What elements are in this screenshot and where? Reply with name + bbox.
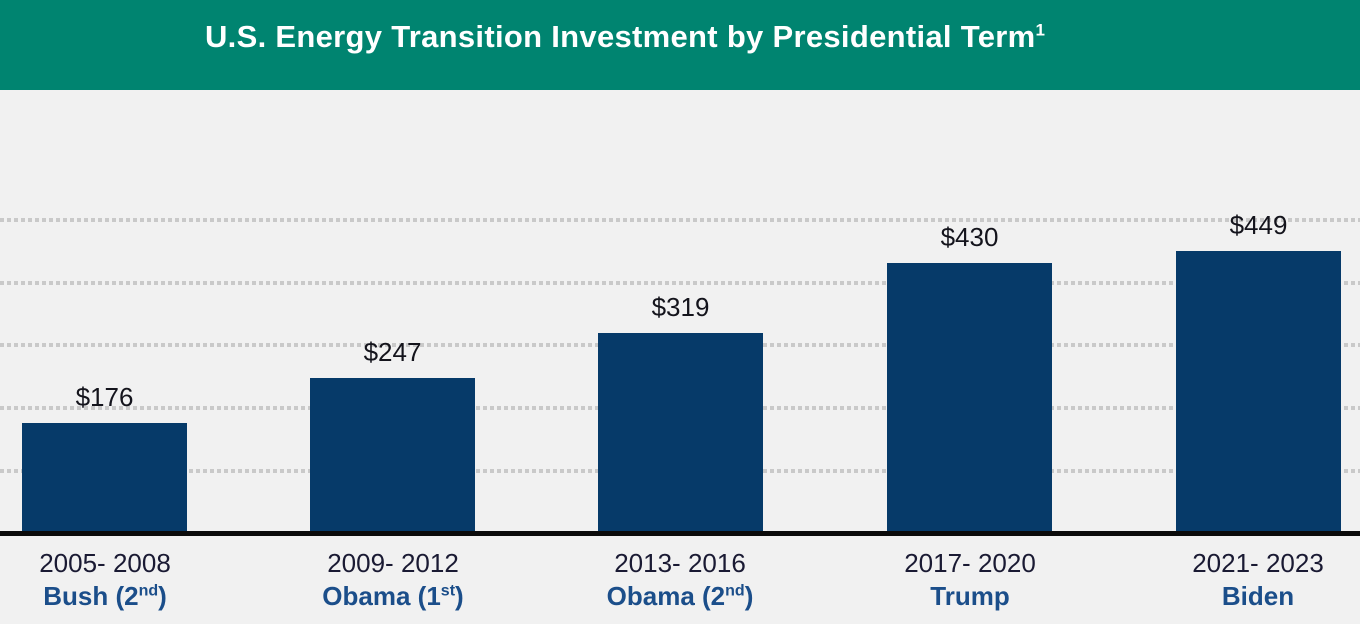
x-axis-line: [0, 531, 1360, 536]
x-axis-label-group: 2017- 2020 Trump: [820, 549, 1120, 610]
bar-trump: [887, 263, 1052, 533]
term-years-label: 2005- 2008: [39, 548, 171, 578]
president-name-text: Bush (2: [43, 581, 139, 611]
title-banner: U.S. Energy Transition Investment by Pre…: [0, 0, 1360, 90]
bar-bush-2: [22, 423, 187, 533]
bar-group-obama-1: $247: [310, 338, 475, 533]
term-years-label: 2013- 2016: [614, 548, 746, 578]
chart-title-text: U.S. Energy Transition Investment by Pre…: [205, 19, 1036, 54]
president-name-text: Trump: [930, 581, 1010, 611]
president-name-label: Trump: [820, 582, 1120, 610]
bar-group-obama-2: $319: [598, 293, 763, 533]
president-name-text: Obama (1: [322, 581, 441, 611]
x-axis-label-group: 2005- 2008 Bush (2nd): [0, 549, 255, 610]
bar-value-label: $449: [1229, 210, 1288, 240]
bar-group-trump: $430: [887, 223, 1052, 533]
bar-group-biden: $449: [1176, 211, 1341, 533]
president-name-label: Biden: [1108, 582, 1360, 610]
president-name-label: Obama (2nd): [530, 582, 830, 610]
president-name-suffix: ): [158, 581, 167, 611]
president-name-superscript: nd: [138, 582, 159, 600]
x-axis-label-group: 2013- 2016 Obama (2nd): [530, 549, 830, 610]
x-axis-label-group: 2021- 2023 Biden: [1108, 549, 1360, 610]
bar-obama-2: [598, 333, 763, 533]
bar-obama-1: [310, 378, 475, 533]
x-axis-label-group: 2009- 2012 Obama (1st): [243, 549, 543, 610]
chart-title-footnote-marker: 1: [1035, 20, 1046, 40]
bar-value-label: $176: [75, 382, 134, 412]
president-name-superscript: st: [440, 582, 456, 600]
president-name-text: Obama (2: [606, 581, 726, 611]
president-name-label: Bush (2nd): [0, 582, 255, 610]
bar-value-label: $430: [940, 222, 999, 252]
term-years-label: 2021- 2023: [1192, 548, 1324, 578]
chart-title: U.S. Energy Transition Investment by Pre…: [205, 20, 1045, 54]
gridline-500: [0, 218, 1360, 222]
bar-value-label: $247: [363, 337, 422, 367]
president-name-label: Obama (1st): [243, 582, 543, 610]
president-name-text: Biden: [1221, 581, 1295, 611]
president-name-superscript: nd: [725, 582, 745, 600]
term-years-label: 2009- 2012: [327, 548, 459, 578]
bar-value-label: $319: [651, 292, 710, 322]
bar-biden: [1176, 251, 1341, 533]
president-name-suffix: ): [455, 581, 464, 611]
bar-group-bush-2: $176: [22, 383, 187, 533]
gridline-400: [0, 281, 1360, 285]
bars-container: $176 $247 $319 $430 $449: [0, 90, 1360, 533]
term-years-label: 2017- 2020: [904, 548, 1036, 578]
president-name-suffix: ): [744, 581, 754, 611]
